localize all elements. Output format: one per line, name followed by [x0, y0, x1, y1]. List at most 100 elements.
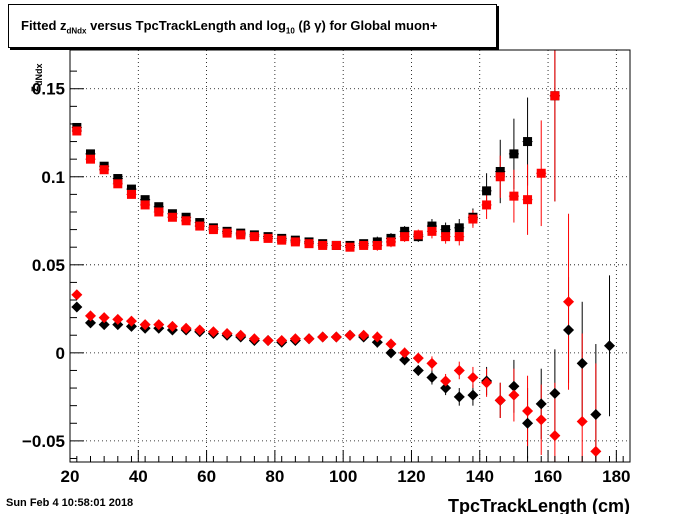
x-tick-label: 100: [329, 467, 357, 486]
diamond-marker: [494, 394, 506, 406]
diamond-marker: [399, 347, 411, 359]
diamond-marker: [98, 312, 110, 324]
diamond-marker: [371, 331, 383, 343]
diamond-marker: [139, 319, 151, 331]
diamond-marker: [604, 340, 616, 352]
square-marker: [126, 189, 136, 199]
diamond-marker: [248, 333, 260, 345]
diamond-marker: [412, 364, 424, 376]
chart-title-box: Fitted zdNdx versus TpcTrackLength and l…: [8, 4, 497, 48]
diamond-marker: [508, 380, 520, 392]
square-marker: [99, 165, 109, 175]
diamond-marker: [590, 445, 602, 457]
diamond-marker: [549, 387, 561, 399]
square-marker: [249, 232, 259, 242]
chart-grid: [70, 50, 630, 462]
square-marker: [454, 223, 464, 233]
x-tick-label: 160: [534, 467, 562, 486]
diamond-marker: [98, 319, 110, 331]
diamond-marker: [289, 333, 301, 345]
axis-ticks: [69, 70, 624, 462]
square-marker: [85, 149, 95, 159]
diamond-marker: [385, 338, 397, 350]
x-tick-label: 80: [265, 467, 284, 486]
diamond-marker: [440, 382, 452, 394]
x-tick-label: 180: [602, 467, 630, 486]
diamond-marker: [207, 326, 219, 338]
square-marker: [154, 207, 164, 217]
square-marker: [85, 154, 95, 164]
diamond-marker: [262, 335, 274, 347]
square-marker: [331, 240, 341, 250]
square-marker: [113, 174, 123, 184]
diamond-marker: [563, 324, 575, 336]
plot-frame: [69, 49, 631, 463]
square-marker: [482, 200, 492, 210]
square-marker: [386, 237, 396, 247]
diamond-marker: [453, 391, 465, 403]
diamond-marker: [467, 389, 479, 401]
error-bars: [71, 50, 615, 462]
square-marker: [181, 216, 191, 226]
square-marker: [318, 240, 328, 250]
diamond-marker: [522, 405, 534, 417]
diamond-marker: [522, 417, 534, 429]
diamond-marker: [71, 301, 83, 313]
x-tick-label: 140: [466, 467, 494, 486]
diamond-marker: [576, 357, 588, 369]
square-marker: [277, 235, 287, 245]
x-tick-label: 20: [61, 467, 80, 486]
square-marker: [304, 239, 314, 249]
square-marker: [359, 240, 369, 250]
y-tick-label: 0.1: [41, 168, 65, 187]
diamond-marker: [549, 430, 561, 442]
diamond-marker: [344, 329, 356, 341]
square-marker: [536, 168, 546, 178]
square-marker: [413, 230, 423, 240]
diamond-marker: [180, 322, 192, 334]
square-marker: [167, 212, 177, 222]
square-marker: [468, 214, 478, 224]
square-marker: [140, 195, 150, 205]
diamond-marker: [330, 331, 342, 343]
square-marker: [113, 179, 123, 189]
square-marker: [222, 228, 232, 238]
diamond-marker: [535, 398, 547, 410]
y-tick-label: −0.05: [22, 432, 65, 451]
y-tick-label: 0: [56, 344, 65, 363]
diamond-marker: [440, 375, 452, 387]
diamond-marker: [125, 315, 137, 327]
diamond-marker: [399, 354, 411, 366]
square-marker: [154, 202, 164, 212]
square-marker: [441, 232, 451, 242]
diamond-marker: [563, 296, 575, 308]
diamond-marker: [71, 289, 83, 301]
square-marker: [126, 184, 136, 194]
square-marker: [400, 232, 410, 242]
y-tick-label: 0.15: [32, 80, 65, 99]
square-marker: [345, 242, 355, 252]
diamond-marker: [358, 329, 370, 341]
square-marker: [482, 186, 492, 196]
square-marker: [509, 149, 519, 159]
square-marker: [495, 172, 505, 182]
diamond-marker: [467, 371, 479, 383]
square-marker: [454, 232, 464, 242]
square-marker: [441, 225, 451, 235]
square-marker: [263, 233, 273, 243]
diamond-marker: [317, 331, 329, 343]
square-marker: [523, 195, 533, 205]
diamond-marker: [235, 329, 247, 341]
diamond-marker: [166, 320, 178, 332]
diamond-marker: [426, 357, 438, 369]
square-marker: [400, 226, 410, 236]
square-marker: [372, 240, 382, 250]
diamond-marker: [481, 377, 493, 389]
diamond-marker: [303, 333, 315, 345]
square-marker: [290, 237, 300, 247]
x-tick-labels: 20 40 60 80 100 120 140 160 180: [61, 467, 631, 486]
square-marker: [72, 126, 82, 136]
diamond-marker: [276, 335, 288, 347]
diamond-marker: [508, 389, 520, 401]
